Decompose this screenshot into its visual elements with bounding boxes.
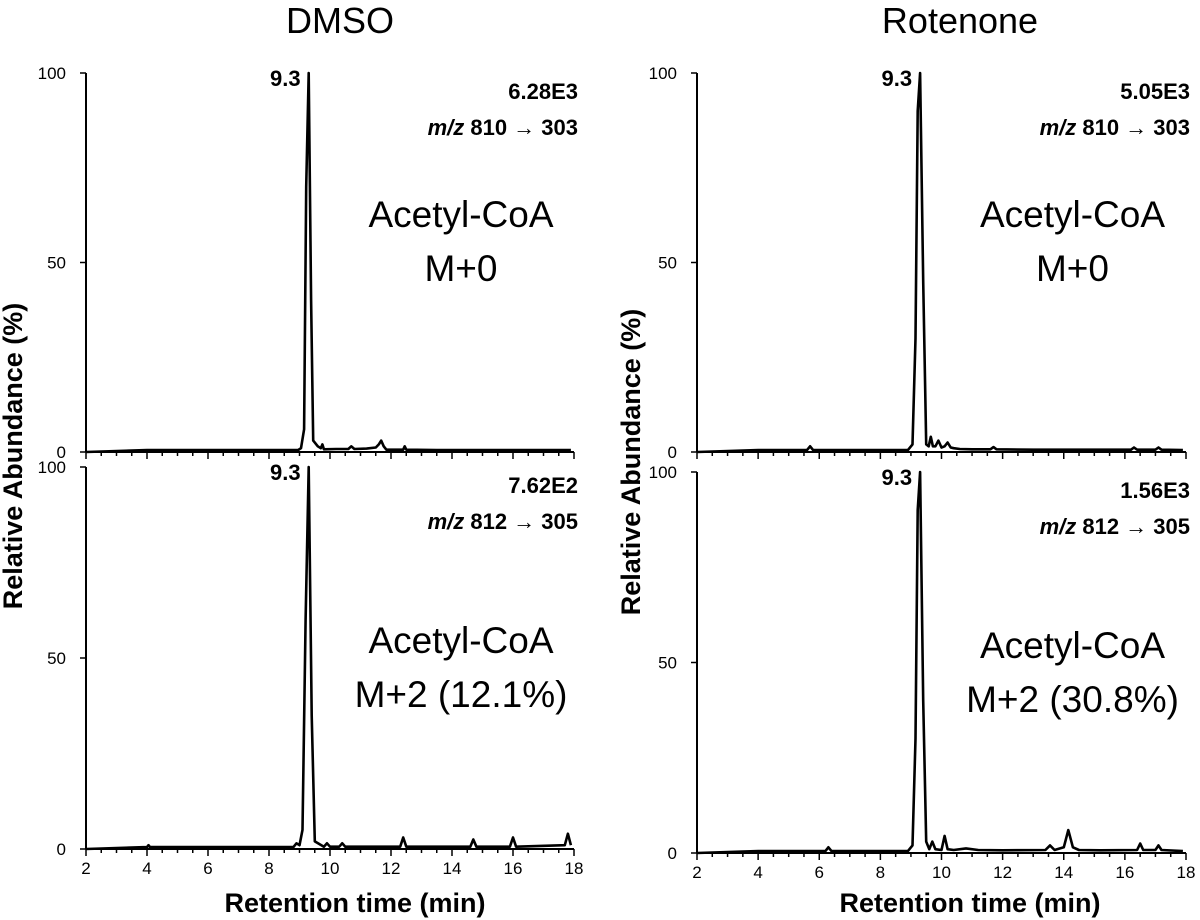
dmso-top-peak-label: 9.3: [270, 66, 301, 91]
dmso-top-mz-value: 810 → 303: [464, 115, 578, 140]
dmso-top-trace: [85, 71, 571, 454]
rotenone-bottom-panel: 100 50 02 4 6 8 10 12 14 16 18 9.3 1.56E3 m/z 812 → 3…: [649, 463, 1196, 882]
rotenone-top-trace: [696, 71, 1183, 454]
rotenone-top-panel: 100 50 0 9.3 5.05E3 m/z 810 → 303 Acetyl-CoA M+…: [649, 64, 1190, 462]
rotenone-bottom-mz-value: 812 → 305: [1076, 514, 1190, 539]
rotenone-top-isotope-label: M+0: [1036, 248, 1109, 289]
rotenone-bottom-x-tick-label: 2: [692, 863, 701, 882]
dmso-bottom-x-tick-label: 12: [382, 859, 401, 878]
rotenone-bottom-x-tick-label: 8: [876, 863, 885, 882]
dmso-bottom-x-tick-label: 4: [142, 859, 151, 878]
rotenone-bottom-mz-prefix: m/z: [1040, 514, 1077, 539]
dmso-bottom-mz-value: 812 → 305: [464, 509, 578, 534]
rotenone-bottom-x-tick-label: 10: [932, 863, 951, 882]
rotenone-bottom-intensity: 1.56E3: [1120, 478, 1190, 503]
dmso-top-mz-prefix: m/z: [428, 115, 465, 140]
dmso-top-intensity: 6.28E3: [508, 79, 578, 104]
rotenone-bottom-y-tick-label: 100: [649, 463, 677, 482]
dmso-bottom-x-tick-label: 14: [443, 859, 462, 878]
dmso-column-title: DMSO: [286, 0, 394, 41]
rotenone-bottom-x-tick-label: 16: [1115, 863, 1134, 882]
dmso-top-mz-transition: m/z 810 → 303: [428, 115, 578, 140]
dmso-bottom-x-tick-label: 2: [81, 859, 90, 878]
rotenone-column-title: Rotenone: [882, 0, 1038, 41]
dmso-bottom-mz-transition: m/z 812 → 305: [428, 509, 578, 534]
rotenone-bottom-x-tick-label: 12: [993, 863, 1012, 882]
rotenone-bottom-isotope-label: M+2 (30.8%): [966, 679, 1179, 720]
rotenone-top-mz-transition: m/z 810 → 303: [1040, 115, 1190, 140]
rotenone-top-y-tick-label: 100: [649, 64, 677, 83]
left-x-axis-label: Retention time (min): [225, 888, 486, 918]
dmso-bottom-x-tick-label: 6: [203, 859, 212, 878]
left-y-axis-label: Relative Abundance (%): [0, 303, 28, 610]
rotenone-bottom-x-tick-label: 6: [815, 863, 824, 882]
rotenone-top-mz-value: 810 → 303: [1076, 115, 1190, 140]
rotenone-top-mz-prefix: m/z: [1040, 115, 1077, 140]
dmso-top-y-tick-label: 0: [57, 443, 66, 462]
dmso-bottom-intensity: 7.62E2: [508, 473, 578, 498]
rotenone-top-y-tick-label: 50: [658, 254, 677, 273]
dmso-bottom-y-tick-label: 0: [57, 840, 66, 859]
dmso-bottom-x-tick-label: 10: [321, 859, 340, 878]
dmso-top-compound-name: Acetyl-CoA: [368, 194, 553, 235]
dmso-bottom-isotope-label: M+2 (12.1%): [355, 674, 568, 715]
dmso-top-isotope-label: M+0: [424, 248, 497, 289]
dmso-bottom-mz-prefix: m/z: [428, 509, 465, 534]
rotenone-bottom-mz-transition: m/z 812 → 305: [1040, 514, 1190, 539]
rotenone-bottom-y-tick-label: 0: [668, 844, 677, 863]
right-x-axis-label: Retention time (min): [840, 888, 1101, 918]
dmso-top-panel: 100 50 0 9.3 6.28E3 m/z 810 → 303 Acetyl-CoA M+…: [38, 64, 578, 462]
rotenone-bottom-x-tick-label: 18: [1177, 863, 1196, 882]
dmso-bottom-peak-label: 9.3: [270, 460, 301, 485]
right-y-axis-label: Relative Abundance (%): [616, 309, 646, 616]
dmso-bottom-y-tick-label: 100: [38, 458, 66, 477]
rotenone-bottom-y-tick-label: 50: [658, 654, 677, 673]
dmso-bottom-trace: [85, 465, 573, 851]
rotenone-bottom-peak-label: 9.3: [882, 465, 913, 490]
dmso-bottom-x-tick-label: 18: [565, 859, 584, 878]
dmso-bottom-y-tick-label: 50: [47, 649, 66, 668]
rotenone-top-peak-label: 9.3: [882, 66, 913, 91]
dmso-bottom-compound-name: Acetyl-CoA: [368, 620, 553, 661]
dmso-top-y-tick-label: 100: [38, 64, 66, 83]
rotenone-bottom-trace: [696, 470, 1183, 855]
rotenone-top-y-tick-label: 0: [668, 443, 677, 462]
dmso-bottom-x-tick-label: 8: [264, 859, 273, 878]
dmso-top-y-tick-label: 50: [47, 254, 66, 273]
rotenone-bottom-compound-name: Acetyl-CoA: [980, 625, 1165, 666]
rotenone-bottom-x-tick-label: 4: [753, 863, 762, 882]
rotenone-top-intensity: 5.05E3: [1120, 79, 1190, 104]
dmso-bottom-panel: 100 50 02 4 6 8 10 12 14 16 18 9.3 7.62E2 m/z 812 → 3…: [38, 458, 584, 878]
rotenone-bottom-x-tick-label: 14: [1054, 863, 1073, 882]
dmso-bottom-x-tick-label: 16: [504, 859, 523, 878]
rotenone-top-compound-name: Acetyl-CoA: [980, 194, 1165, 235]
